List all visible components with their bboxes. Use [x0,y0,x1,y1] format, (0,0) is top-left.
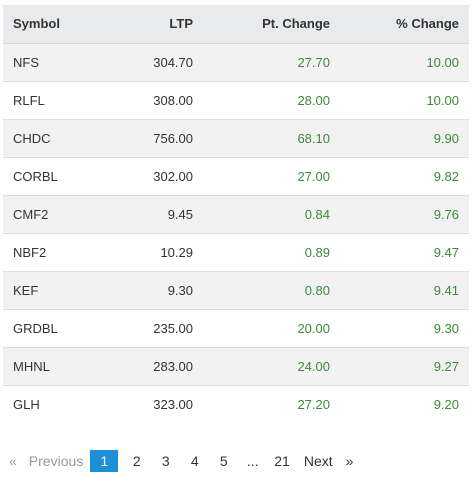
header-pt-change[interactable]: Pt. Change [203,5,340,44]
page-3-button[interactable]: 3 [161,453,170,469]
cell-symbol: MHNL [3,346,113,385]
next-page-button[interactable]: Next [303,453,333,469]
page-5-button[interactable]: 5 [219,453,228,469]
cell-symbol: CHDC [3,118,113,157]
cell-pct-change: 9.76 [340,194,469,233]
cell-pct-change: 9.20 [340,384,469,423]
cell-ltp: 9.45 [113,194,203,233]
cell-ltp: 323.00 [113,384,203,423]
cell-ltp: 308.00 [113,80,203,119]
cell-pct-change: 9.41 [340,270,469,309]
page-1-button[interactable]: 1 [90,450,119,472]
cell-ltp: 756.00 [113,118,203,157]
cell-symbol: NFS [3,42,113,81]
table-row: CMF2 9.45 0.84 9.76 [3,194,469,233]
header-ltp[interactable]: LTP [113,5,203,44]
previous-arrow-icon: « [9,453,17,469]
cell-pct-change: 9.82 [340,156,469,195]
cell-pct-change: 9.30 [340,308,469,347]
stock-table: Symbol LTP Pt. Change % Change NFS 304.7… [3,5,469,423]
table-row: NFS 304.70 27.70 10.00 [3,42,469,81]
cell-pct-change: 9.47 [340,232,469,271]
cell-pt-change: 24.00 [203,346,340,385]
table-row: KEF 9.30 0.80 9.41 [3,270,469,309]
table-row: CORBL 302.00 27.00 9.82 [3,156,469,195]
page-2-button[interactable]: 2 [132,453,141,469]
previous-page-button[interactable]: Previous [28,453,84,469]
cell-symbol: GRDBL [3,308,113,347]
cell-pct-change: 9.27 [340,346,469,385]
cell-pct-change: 10.00 [340,80,469,119]
cell-ltp: 10.29 [113,232,203,271]
pagination-ellipsis: ... [246,453,259,469]
cell-pt-change: 20.00 [203,308,340,347]
next-arrow-icon: » [345,453,354,469]
cell-symbol: GLH [3,384,113,423]
table-header: Symbol LTP Pt. Change % Change [3,5,469,44]
header-pct-change[interactable]: % Change [340,5,469,44]
page-21-button[interactable]: 21 [274,453,290,469]
table-row: GLH 323.00 27.20 9.20 [3,384,469,423]
cell-pt-change: 28.00 [203,80,340,119]
pagination: « Previous 1 2 3 4 5 ... 21 Next » [3,449,353,473]
table-row: GRDBL 235.00 20.00 9.30 [3,308,469,347]
table-row: NBF2 10.29 0.89 9.47 [3,232,469,271]
cell-pt-change: 27.70 [203,42,340,81]
table-row: RLFL 308.00 28.00 10.00 [3,80,469,119]
cell-pct-change: 9.90 [340,118,469,157]
cell-pt-change: 27.00 [203,156,340,195]
cell-pt-change: 0.84 [203,194,340,233]
table-body: NFS 304.70 27.70 10.00 RLFL 308.00 28.00… [3,42,469,423]
cell-ltp: 9.30 [113,270,203,309]
cell-symbol: KEF [3,270,113,309]
cell-symbol: RLFL [3,80,113,119]
cell-pt-change: 27.20 [203,384,340,423]
cell-symbol: NBF2 [3,232,113,271]
cell-ltp: 302.00 [113,156,203,195]
cell-ltp: 304.70 [113,42,203,81]
cell-symbol: CORBL [3,156,113,195]
cell-pt-change: 68.10 [203,118,340,157]
table-row: MHNL 283.00 24.00 9.27 [3,346,469,385]
cell-pt-change: 0.89 [203,232,340,271]
cell-pct-change: 10.00 [340,42,469,81]
table-row: CHDC 756.00 68.10 9.90 [3,118,469,157]
header-row: Symbol LTP Pt. Change % Change [3,5,469,44]
cell-pt-change: 0.80 [203,270,340,309]
cell-ltp: 235.00 [113,308,203,347]
page-4-button[interactable]: 4 [190,453,199,469]
header-symbol[interactable]: Symbol [3,5,113,44]
cell-ltp: 283.00 [113,346,203,385]
cell-symbol: CMF2 [3,194,113,233]
